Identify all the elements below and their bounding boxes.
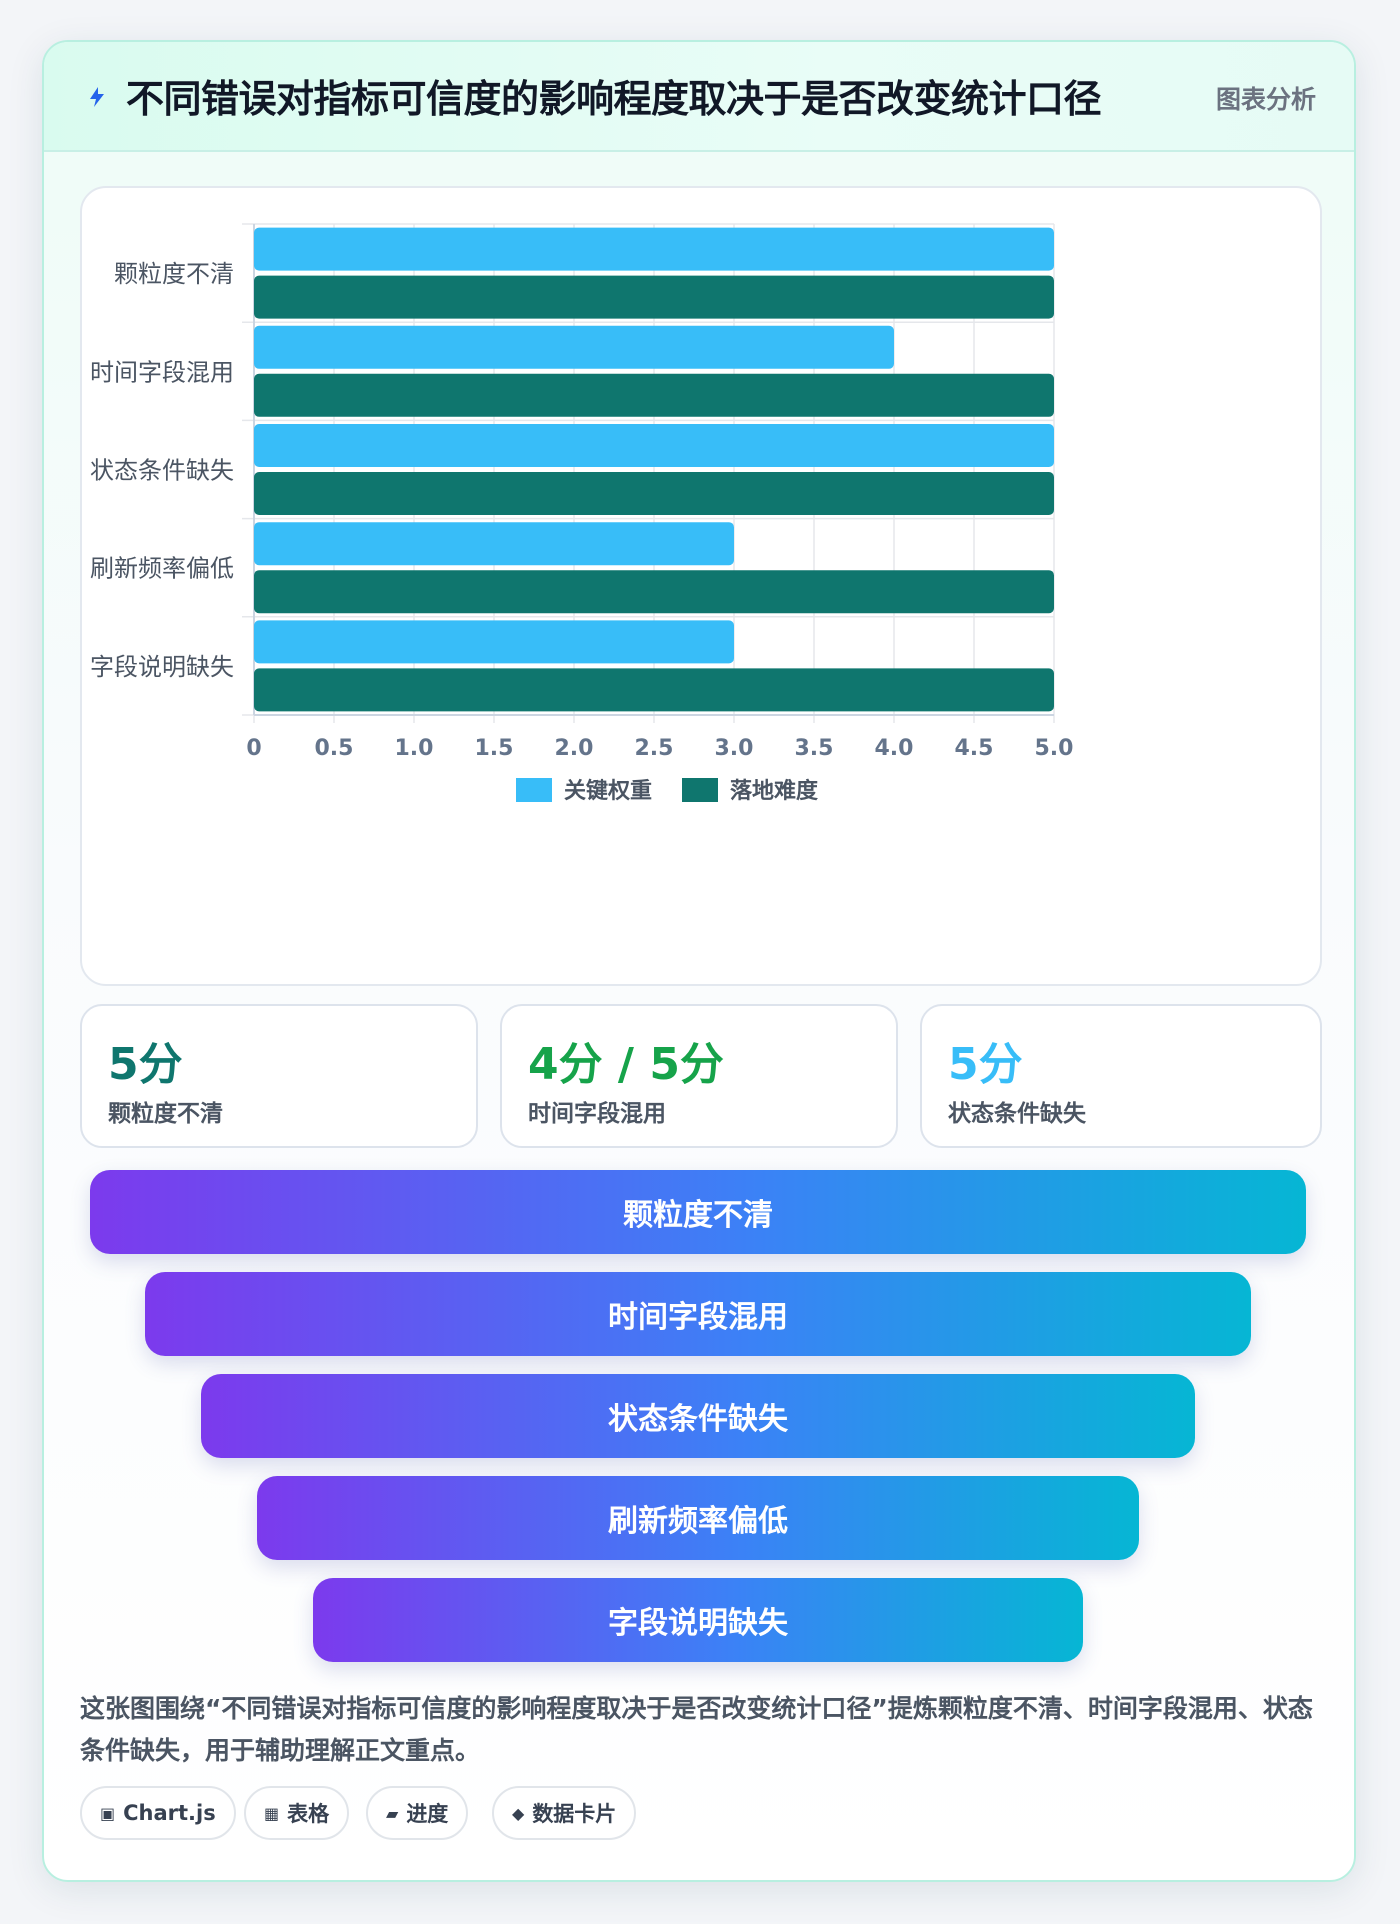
chip-label: 进度 (406, 1802, 449, 1826)
x-tick-label: 3.0 (715, 736, 754, 761)
stat-card-2: 4分 / 5分 时间字段混用 (500, 1004, 898, 1148)
chip-label: 表格 (287, 1802, 330, 1826)
y-tick-label: 状态条件缺失 (90, 457, 234, 485)
x-tick-label: 1.5 (475, 736, 514, 761)
stat-value: 5分 (948, 1039, 1023, 1090)
x-tick-label: 4.5 (955, 736, 994, 761)
lightning-icon (90, 87, 104, 107)
funnel-step-3: 状态条件缺失 (201, 1374, 1195, 1458)
data-card-icon: ◆ (512, 1803, 525, 1823)
stat-label: 颗粒度不清 (108, 1101, 223, 1127)
funnel-step-2: 时间字段混用 (145, 1272, 1251, 1356)
chart-card: 不同错误对指标可信度的影响程度取决于是否改变统计口径 图表分析 0 0.5 1.0 1… (42, 40, 1356, 1882)
table-icon: ▦ (264, 1803, 280, 1823)
bar (254, 472, 1054, 515)
x-tick-label: 1.0 (395, 736, 434, 761)
legend-label: 关键权重 (564, 778, 652, 804)
stat-value: 4分 / 5分 (528, 1039, 724, 1090)
x-tick-label: 5.0 (1035, 736, 1074, 761)
bar (254, 668, 1054, 712)
stat-label: 状态条件缺失 (948, 1101, 1086, 1127)
y-tick-label: 字段说明缺失 (90, 653, 234, 681)
stat-value: 5分 (108, 1039, 183, 1090)
funnel-step-4: 刷新频率偏低 (257, 1476, 1139, 1560)
x-tick-label: 2.5 (635, 736, 674, 761)
chip-label: 数据卡片 (532, 1802, 617, 1826)
bar (254, 522, 734, 566)
bar (254, 373, 1054, 417)
x-tick-label: 3.5 (795, 736, 834, 761)
header-tag: 图表分析 (1215, 85, 1316, 114)
funnel-step-5: 字段说明缺失 (313, 1578, 1083, 1662)
page-title: 不同错误对指标可信度的影响程度取决于是否改变统计口径 (126, 77, 1102, 121)
legend-swatch (682, 778, 718, 802)
chip-label: Chart.js (123, 1801, 216, 1825)
legend-swatch (516, 778, 552, 802)
stat-label: 时间字段混用 (528, 1101, 666, 1127)
bar (254, 325, 894, 369)
funnel-step-1: 颗粒度不清 (90, 1170, 1306, 1254)
x-tick-label: 4.0 (875, 736, 914, 761)
y-tick-label: 颗粒度不清 (114, 260, 234, 288)
chart-icon: ▣ (100, 1803, 116, 1823)
chip-progress[interactable]: ▰ 进度 (366, 1786, 469, 1840)
stat-card-3: 5分 状态条件缺失 (920, 1004, 1322, 1148)
chip-chartjs[interactable]: ▣ Chart.js (80, 1786, 236, 1840)
y-tick-label: 刷新频率偏低 (90, 555, 234, 583)
x-tick-label: 0 (246, 736, 261, 761)
chip-table[interactable]: ▦ 表格 (244, 1786, 350, 1840)
bar (254, 227, 1054, 271)
chip-data-card[interactable]: ◆ 数据卡片 (492, 1786, 637, 1840)
card-header: 不同错误对指标可信度的影响程度取决于是否改变统计口径 图表分析 (44, 42, 1354, 152)
bar (254, 275, 1054, 319)
chart-description: 这张图围绕“不同错误对指标可信度的影响程度取决于是否改变统计口径”提炼颗粒度不清… (80, 1694, 1313, 1765)
x-tick-label: 2.0 (555, 736, 594, 761)
progress-icon: ▰ (386, 1803, 399, 1823)
chart-panel: 0 0.5 1.0 1.5 2.0 2.5 3.0 3.5 4.0 4.5 5.0 颗粒度不清时间字段… (80, 186, 1322, 986)
y-tick-label: 时间字段混用 (90, 358, 234, 386)
bar (254, 620, 734, 664)
x-tick-label: 0.5 (315, 736, 354, 761)
legend-label: 落地难度 (730, 778, 819, 804)
bar (254, 424, 1054, 467)
stat-card-1: 5分 颗粒度不清 (80, 1004, 478, 1148)
bar (254, 570, 1054, 614)
bar-chart: 0 0.5 1.0 1.5 2.0 2.5 3.0 3.5 4.0 4.5 5.0 颗粒度不清时间字段… (90, 223, 1074, 804)
